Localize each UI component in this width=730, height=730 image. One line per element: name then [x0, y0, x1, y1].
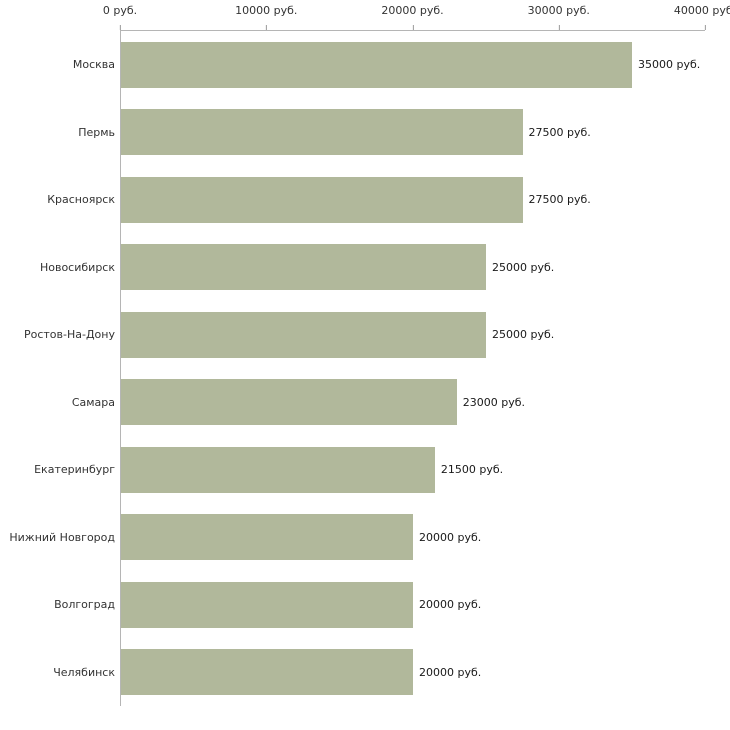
category-label: Красноярск — [47, 193, 115, 207]
bar — [121, 379, 457, 426]
category-label: Новосибирск — [39, 260, 115, 274]
x-tick-mark — [266, 25, 268, 30]
category-label: Пермь — [78, 125, 115, 139]
x-tick-mark — [558, 25, 560, 30]
x-tick-label: 40000 руб. — [673, 4, 730, 17]
bar-row: Новосибирск 25000 руб. — [40, 234, 705, 302]
category-label: Нижний Новгород — [9, 530, 115, 544]
bar-row: Красноярск 27500 руб. — [47, 166, 705, 234]
x-tick: 0 руб. — [103, 0, 137, 30]
x-axis: 0 руб. 10000 руб. 20000 руб. 30000 руб. 4000… — [103, 0, 730, 30]
bar-row: Нижний Новгород 20000 руб. — [9, 504, 705, 572]
x-tick-label: 30000 руб. — [527, 4, 590, 17]
value-label: 25000 руб. — [492, 260, 555, 274]
x-tick: 40000 руб. — [674, 0, 730, 30]
category-label: Екатеринбург — [34, 463, 115, 477]
category-label: Самара — [71, 395, 115, 409]
bar-row: Пермь 27500 руб. — [78, 99, 705, 167]
value-label: 20000 руб. — [419, 598, 482, 612]
x-tick-mark — [120, 25, 121, 30]
value-label: 21500 руб. — [440, 463, 504, 477]
bar-row: Москва 35000 руб. — [73, 31, 705, 99]
bar — [121, 649, 413, 696]
category-label: Челябинск — [53, 665, 115, 679]
x-tick: 30000 руб. — [528, 0, 590, 30]
bar-row: Волгоград 20000 руб. — [54, 571, 705, 639]
bar-row: Самара 23000 руб. — [72, 369, 705, 437]
x-tick-label: 20000 руб. — [381, 4, 444, 17]
category-label: Волгоград — [54, 598, 115, 612]
value-label: 25000 руб. — [492, 328, 555, 342]
bar — [121, 176, 523, 223]
bar — [121, 581, 413, 628]
x-tick: 20000 руб. — [381, 0, 444, 30]
bar — [121, 514, 413, 561]
bar — [121, 311, 486, 358]
category-label: Ростов-На-Дону — [23, 328, 115, 342]
x-tick: 10000 руб. — [235, 0, 297, 30]
value-label: 23000 руб. — [462, 395, 526, 409]
bar-row: Екатеринбург 21500 руб. — [34, 436, 705, 504]
x-tick-label: 10000 руб. — [235, 4, 298, 17]
value-label: 35000 руб. — [638, 58, 701, 72]
value-label: 27500 руб. — [528, 193, 591, 207]
value-label: 20000 руб. — [419, 665, 482, 679]
x-tick-label: 0 руб. — [102, 4, 138, 17]
bar-row: Ростов-На-Дону 25000 руб. — [24, 301, 705, 369]
bar — [121, 446, 435, 493]
bar — [121, 244, 486, 291]
category-label: Москва — [72, 58, 115, 72]
x-tick-mark — [412, 25, 414, 30]
bar — [121, 41, 632, 88]
plot-area: Москва 35000 руб. Пермь 27500 руб. Красноярс… — [9, 30, 705, 707]
bar-row: Челябинск 20000 руб. — [53, 639, 705, 707]
bar — [121, 109, 523, 156]
x-tick-mark — [704, 25, 706, 30]
value-label: 20000 руб. — [419, 530, 482, 544]
value-label: 27500 руб. — [528, 125, 591, 139]
